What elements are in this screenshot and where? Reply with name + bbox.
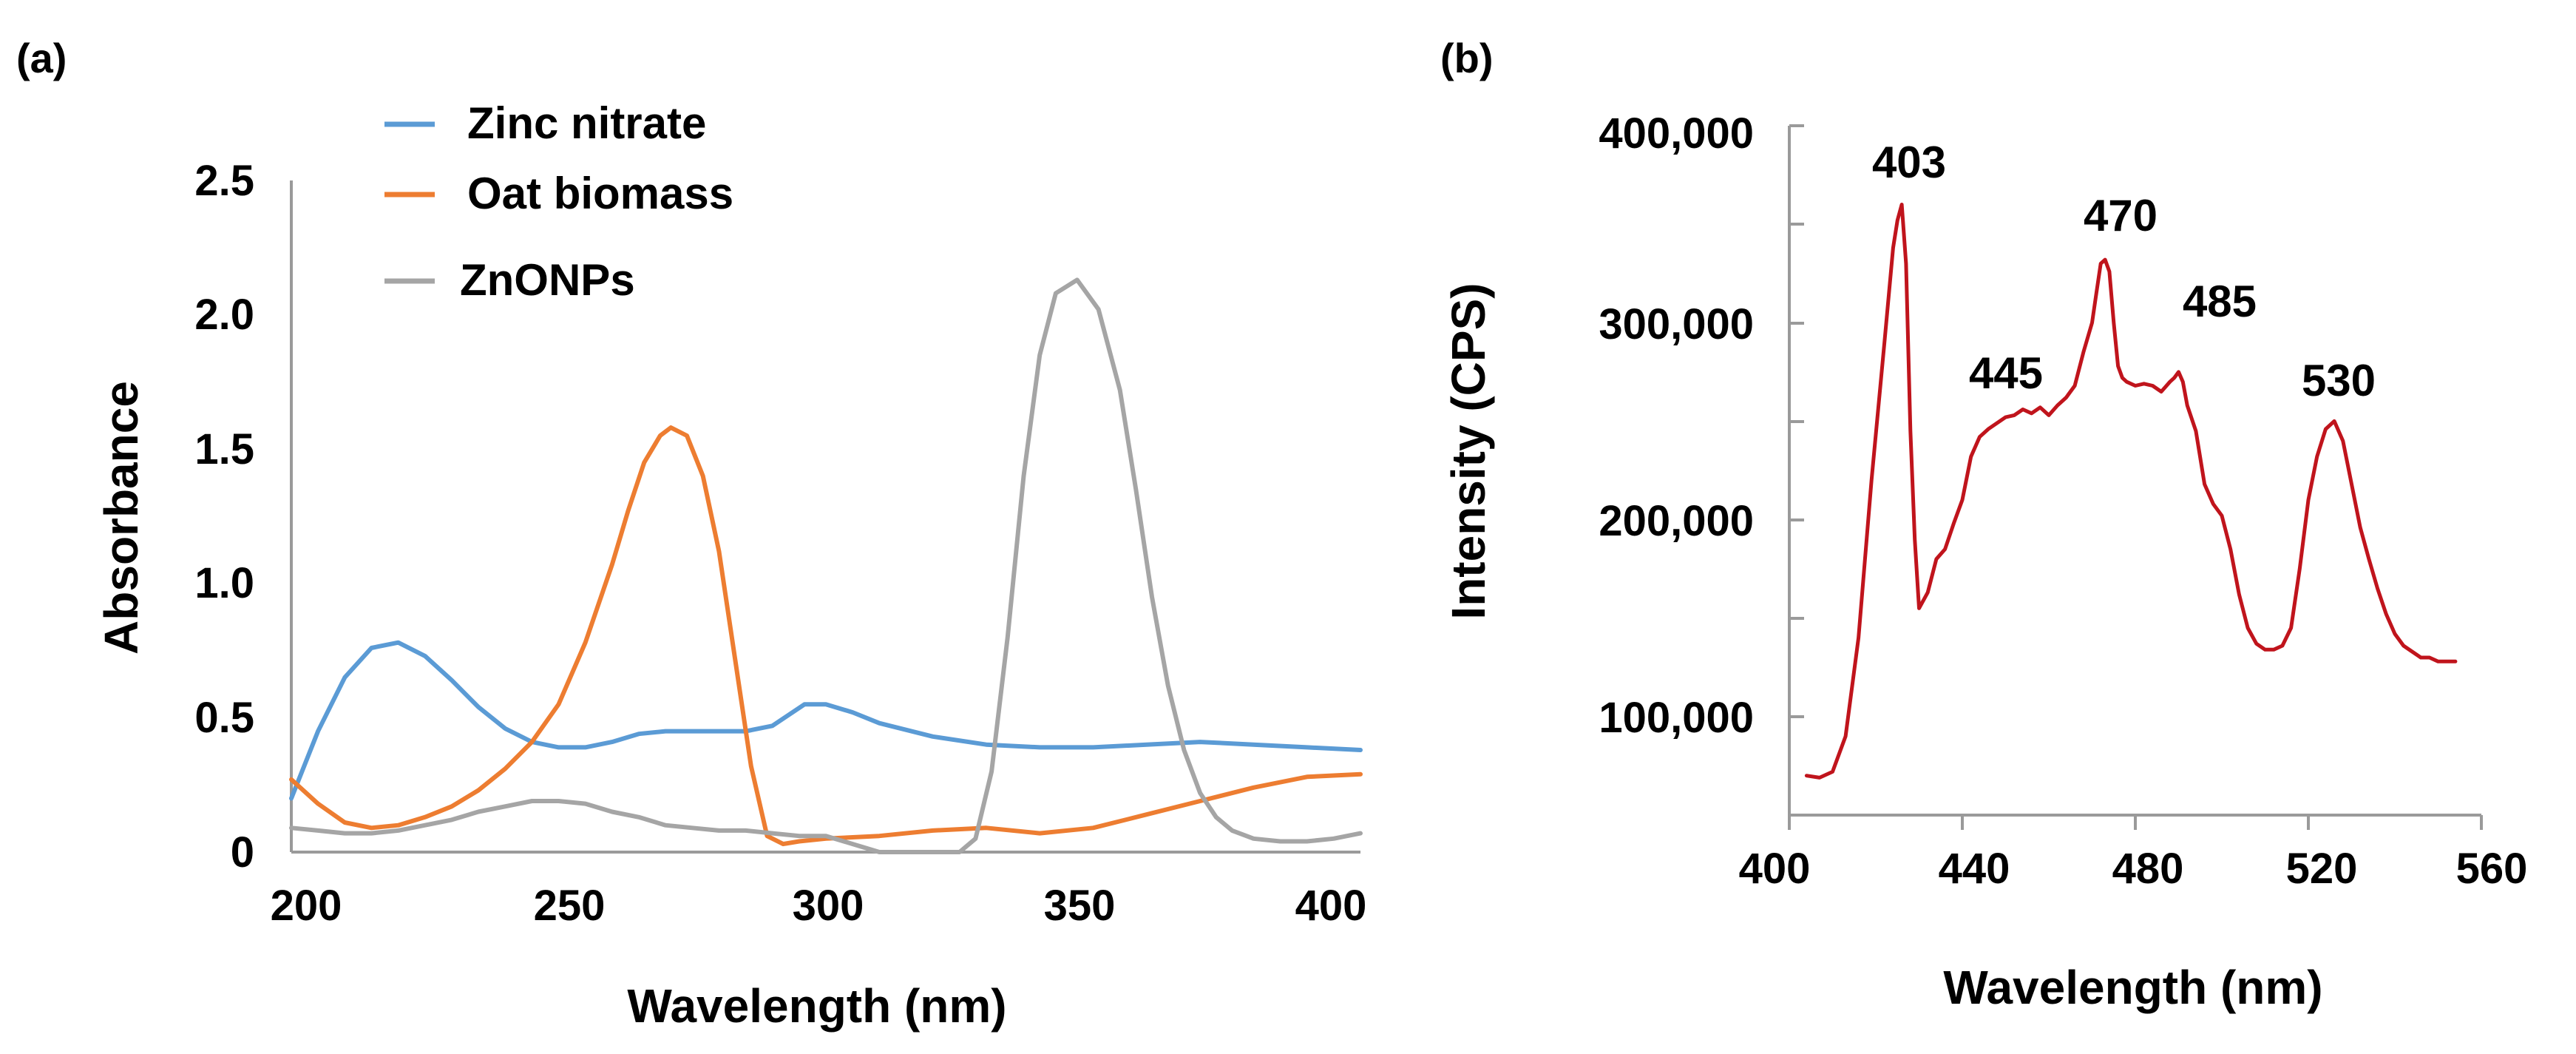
- peak-label-530: 530: [2302, 356, 2376, 405]
- panel-b-label: (b): [1440, 35, 1494, 81]
- panel-a: (a) 0 0.5 1.0 1.5 2.0 2.5 200 250 300 35…: [16, 35, 1366, 1033]
- panel-a-y-axis-title: Absorbance: [95, 381, 148, 655]
- panel-a-ytick-label: 2.0: [194, 291, 254, 339]
- panel-a-ytick-label: 2.5: [194, 157, 254, 205]
- panel-b-xtick-label: 480: [2112, 845, 2184, 893]
- panel-b-ytick-label: 200,000: [1599, 497, 1754, 545]
- panel-b-xtick-label: 440: [1939, 845, 2010, 893]
- legend-label-zinc-nitrate: Zinc nitrate: [467, 98, 706, 148]
- peak-label-470: 470: [2084, 191, 2158, 240]
- peak-label-485: 485: [2183, 277, 2257, 326]
- panel-b-ytick-label: 400,000: [1599, 109, 1754, 158]
- panel-a-ytick-label: 1.0: [194, 559, 254, 607]
- panel-a-ytick-label: 0: [231, 828, 254, 876]
- peak-label-445: 445: [1969, 348, 2043, 398]
- legend-label-oat-biomass: Oat biomass: [467, 169, 733, 218]
- panel-a-xtick-label: 400: [1295, 882, 1367, 930]
- panel-b-xtick-label: 520: [2286, 845, 2358, 893]
- panel-b-xtick-label: 560: [2456, 845, 2528, 893]
- panel-a-ytick-label: 0.5: [194, 694, 254, 742]
- panel-a-xtick-label: 350: [1044, 882, 1116, 930]
- panel-a-ytick-label: 1.5: [194, 425, 254, 473]
- panel-a-label: (a): [16, 35, 67, 81]
- panel-b-ytick-label: 300,000: [1599, 300, 1754, 348]
- panel-a-xtick-label: 300: [793, 882, 864, 930]
- panel-b-x-axis-title: Wavelength (nm): [1943, 961, 2322, 1014]
- panel-a-x-axis-title: Wavelength (nm): [627, 979, 1006, 1033]
- panel-a-legend: Zinc nitrate Oat biomass ZnONPs: [384, 98, 733, 305]
- series-line-oat-biomass: [289, 425, 1363, 847]
- peak-label-403: 403: [1872, 138, 1946, 187]
- panel-b: (b) 100,000 200,000 300,000 400,000: [1440, 35, 2527, 1014]
- series-line-zinc-nitrate: [289, 640, 1363, 801]
- panel-b-ytick-label: 100,000: [1599, 694, 1754, 742]
- series-line-znonps: [289, 277, 1363, 854]
- panel-b-xtick-label: 400: [1739, 845, 1811, 893]
- panel-a-xtick-label: 250: [534, 882, 606, 930]
- legend-label-znonps: ZnONPs: [460, 255, 635, 305]
- panel-a-xtick-label: 200: [271, 882, 342, 930]
- series-line-intensity: [1804, 203, 2458, 780]
- panel-b-y-axis-title: Intensity (CPS): [1442, 283, 1495, 619]
